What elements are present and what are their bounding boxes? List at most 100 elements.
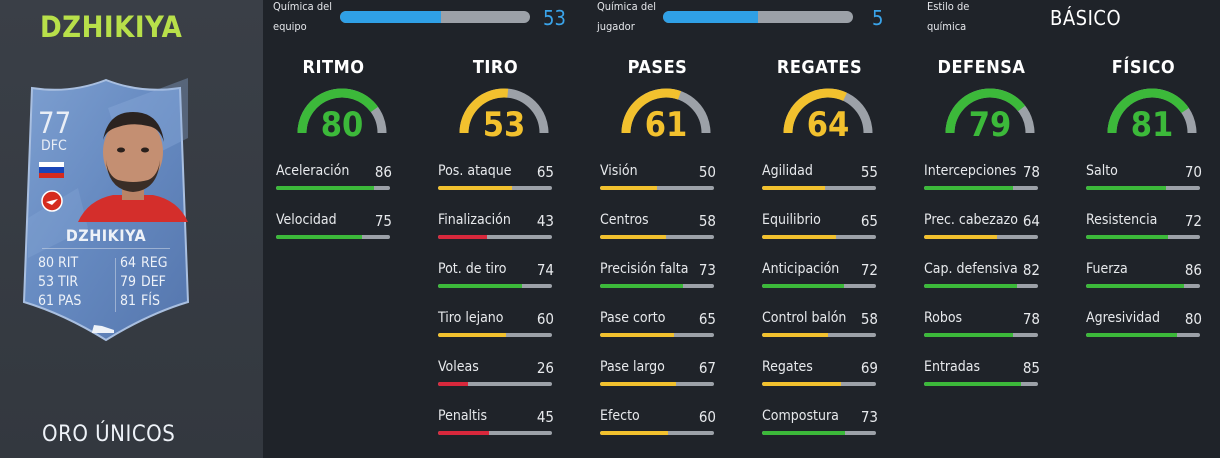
attribute-name: Tiro lejano bbox=[438, 310, 504, 326]
attribute-name: Aceleración bbox=[276, 163, 350, 179]
attribute-bar bbox=[762, 235, 876, 239]
attribute-bar-fill bbox=[762, 235, 837, 239]
attribute-bar-fill bbox=[924, 186, 1013, 190]
card-stat-value: 80 bbox=[38, 255, 55, 271]
attribute-name: Anticipación bbox=[762, 261, 840, 277]
attribute-name: Salto bbox=[1086, 163, 1118, 179]
attribute-bar-fill bbox=[924, 284, 1018, 288]
attribute-value: 86 bbox=[1184, 261, 1202, 279]
attribute-bar-fill bbox=[600, 284, 684, 288]
attribute-name: Entradas bbox=[924, 359, 981, 375]
attribute-bar-fill bbox=[438, 284, 523, 288]
card-stat-row: 53 TIR 79 DEF bbox=[38, 274, 178, 293]
attribute-bar-fill bbox=[276, 235, 362, 239]
attribute-bar-fill bbox=[600, 333, 675, 337]
attribute-value: 73 bbox=[860, 408, 878, 426]
card-stat-value: 53 bbox=[38, 274, 55, 290]
attribute-row: Cap. defensiva 82 bbox=[924, 261, 1040, 291]
chemistry-style-label-line1: Estilo de bbox=[927, 0, 970, 13]
attribute-bar bbox=[924, 284, 1038, 288]
card-stat-value: 81 bbox=[120, 293, 137, 309]
attribute-value: 58 bbox=[698, 212, 716, 230]
player-card[interactable]: 77 DFC DZHIKIYA 80 RIT 64 bbox=[18, 78, 194, 343]
card-stat-label: PAS bbox=[58, 293, 82, 309]
attribute-bar bbox=[276, 235, 390, 239]
attribute-name: Resistencia bbox=[1086, 212, 1158, 228]
category-rating: 80 bbox=[320, 105, 364, 145]
attribute-bar bbox=[762, 186, 876, 190]
card-rating: 77 bbox=[38, 106, 72, 140]
attribute-row: Control balón 58 bbox=[762, 310, 878, 340]
player-panel: DZHIKIYA 77 DFC bbox=[0, 0, 263, 458]
attribute-bar bbox=[600, 333, 714, 337]
attribute-bar-fill bbox=[600, 431, 669, 435]
attribute-name: Intercepciones bbox=[924, 163, 1017, 179]
rating-gauge bbox=[459, 88, 549, 134]
chemistry-style-value[interactable]: BÁSICO bbox=[1050, 6, 1122, 30]
attribute-row: Robos 78 bbox=[924, 310, 1040, 340]
attribute-bar bbox=[600, 186, 714, 190]
attribute-value: 65 bbox=[860, 212, 878, 230]
attribute-name: Efecto bbox=[600, 408, 640, 424]
player-name-title: DZHIKIYA bbox=[40, 10, 183, 44]
attribute-row: Agresividad 80 bbox=[1086, 310, 1202, 340]
attribute-name: Finalización bbox=[438, 212, 511, 228]
attribute-value: 78 bbox=[1022, 163, 1040, 181]
category-rating: 53 bbox=[482, 105, 526, 145]
card-stat-grid: 80 RIT 64 REG 53 TIR 79 DEF 61 PAS 81 FÍ… bbox=[38, 255, 178, 312]
attribute-bar bbox=[438, 235, 552, 239]
attribute-bar bbox=[276, 186, 390, 190]
attribute-row: Aceleración 86 bbox=[276, 163, 392, 193]
attribute-value: 65 bbox=[698, 310, 716, 328]
attribute-bar-fill bbox=[762, 382, 841, 386]
category-rating: 81 bbox=[1130, 105, 1174, 145]
attribute-name: Voleas bbox=[438, 359, 479, 375]
attribute-row: Agilidad 55 bbox=[762, 163, 878, 193]
player-chemistry-value: 5 bbox=[872, 6, 884, 30]
attribute-bar-fill bbox=[1086, 284, 1185, 288]
player-chemistry-label-line2: jugador bbox=[597, 20, 635, 33]
attribute-bar-fill bbox=[762, 333, 829, 337]
attribute-bar bbox=[438, 431, 552, 435]
attribute-name: Agilidad bbox=[762, 163, 813, 179]
card-stat-value: 79 bbox=[120, 274, 137, 290]
attribute-bar bbox=[438, 382, 552, 386]
card-position: DFC bbox=[41, 138, 67, 154]
attribute-row: Penaltis 45 bbox=[438, 408, 554, 438]
attribute-row: Pos. ataque 65 bbox=[438, 163, 554, 193]
russia-flag-icon bbox=[39, 162, 64, 178]
attribute-bar bbox=[1086, 333, 1200, 337]
attribute-row: Efecto 60 bbox=[600, 408, 716, 438]
attribute-bar-fill bbox=[600, 235, 667, 239]
category-name: PASES bbox=[627, 57, 688, 78]
attribute-name: Equilibrio bbox=[762, 212, 821, 228]
attribute-row: Anticipación 72 bbox=[762, 261, 878, 291]
attribute-bar-fill bbox=[762, 284, 845, 288]
attribute-name: Compostura bbox=[762, 408, 839, 424]
gauge-fill bbox=[783, 88, 847, 134]
gauge-fill bbox=[1107, 88, 1189, 134]
attribute-value: 70 bbox=[1184, 163, 1202, 181]
attribute-bar bbox=[762, 382, 876, 386]
attribute-bar-fill bbox=[438, 431, 490, 435]
attribute-value: 78 bbox=[1022, 310, 1040, 328]
player-photo bbox=[78, 112, 188, 222]
attribute-row: Regates 69 bbox=[762, 359, 878, 389]
attribute-bar bbox=[762, 333, 876, 337]
attribute-bar-fill bbox=[600, 186, 657, 190]
attribute-value: 60 bbox=[536, 310, 554, 328]
category-name: RITMO bbox=[302, 57, 365, 78]
attribute-value: 43 bbox=[536, 212, 554, 230]
attribute-value: 60 bbox=[698, 408, 716, 426]
card-stat-row: 80 RIT 64 REG bbox=[38, 255, 178, 274]
attribute-value: 65 bbox=[536, 163, 554, 181]
card-player-name: DZHIKIYA bbox=[65, 226, 147, 245]
rating-gauge bbox=[621, 88, 711, 134]
rating-gauge bbox=[297, 88, 387, 134]
attribute-bar-fill bbox=[762, 186, 825, 190]
team-chemistry-label-line2: equipo bbox=[273, 20, 307, 33]
rating-gauge bbox=[1107, 88, 1197, 134]
attribute-name: Pase largo bbox=[600, 359, 665, 375]
attribute-bar-fill bbox=[762, 431, 846, 435]
card-column-divider bbox=[115, 258, 116, 312]
